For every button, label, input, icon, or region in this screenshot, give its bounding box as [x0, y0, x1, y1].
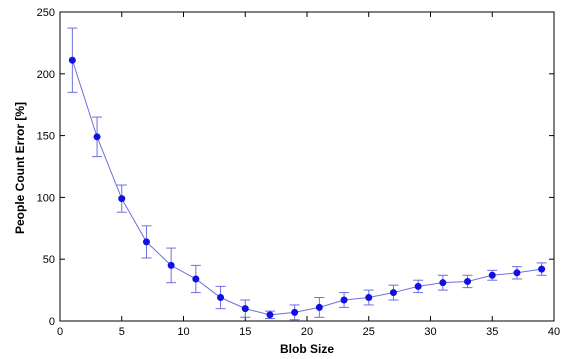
data-point: [167, 261, 175, 269]
data-point: [291, 308, 299, 316]
x-tick-label: 0: [57, 326, 63, 338]
data-point: [414, 282, 422, 290]
data-point: [340, 296, 348, 304]
data-point: [538, 265, 546, 273]
data-point: [488, 271, 496, 279]
data-point: [93, 133, 101, 141]
data-point: [217, 294, 225, 302]
data-point: [241, 305, 249, 313]
data-point: [315, 303, 323, 311]
data-point: [464, 277, 472, 285]
data-point: [142, 238, 150, 246]
data-point: [266, 311, 274, 319]
data-point: [389, 289, 397, 297]
data-point: [192, 275, 200, 283]
x-tick-label: 10: [177, 326, 189, 338]
plot-frame: [59, 11, 555, 322]
y-axis-label: People Count Error [%]: [13, 102, 27, 234]
x-tick-label: 25: [363, 326, 375, 338]
x-tick-label: 35: [486, 326, 498, 338]
data-point: [439, 279, 447, 287]
x-tick-label: 20: [301, 326, 313, 338]
x-tick-label: 5: [119, 326, 125, 338]
y-tick-label: 150: [37, 131, 55, 143]
x-tick-label: 30: [424, 326, 436, 338]
data-point: [118, 195, 126, 203]
x-axis-label: Blob Size: [280, 342, 334, 356]
data-point: [68, 56, 76, 64]
y-tick-label: 250: [37, 7, 55, 19]
y-tick-label: 0: [49, 316, 55, 328]
y-tick-label: 200: [37, 69, 55, 81]
series-line: [71, 60, 542, 316]
x-tick-label: 40: [548, 326, 560, 338]
data-point: [365, 294, 373, 302]
y-tick-label: 100: [37, 192, 55, 204]
data-point: [513, 269, 521, 277]
y-tick-label: 50: [43, 254, 55, 266]
x-tick-label: 15: [239, 326, 251, 338]
plot-area: 0 5 10 15 20 25 30 35 40 0 50 100 150 200 250: [37, 7, 560, 338]
